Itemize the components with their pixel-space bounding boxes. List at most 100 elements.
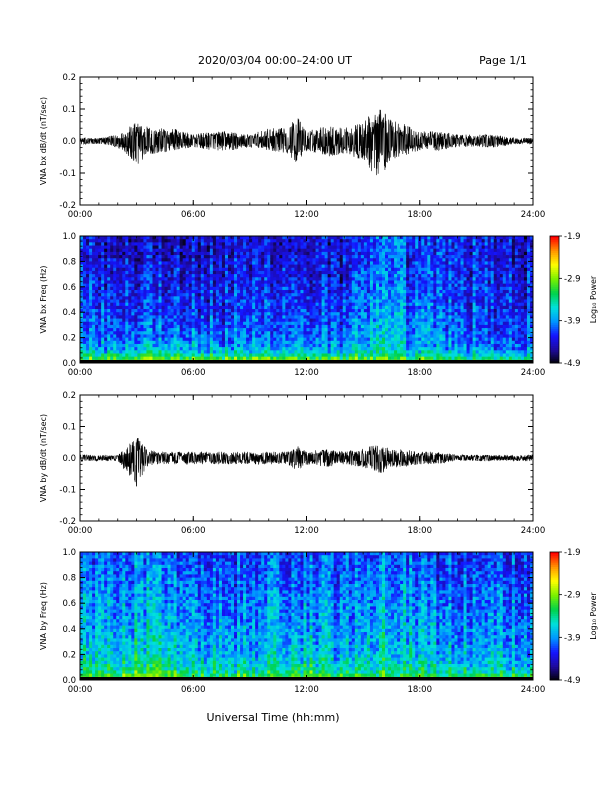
spectrogram-cell [357,236,362,240]
spectrogram-cell [234,261,238,265]
spectrogram-cell [206,334,211,338]
spectrogram-cell [98,286,102,291]
spectrogram-cell [134,299,138,304]
spectrogram-cell [164,299,168,304]
spectrogram-cell [197,302,202,307]
spectrogram-cell [430,315,434,319]
spectrogram-cell [406,261,410,265]
spectrogram-cell [243,286,247,291]
spectrogram-cell [348,318,353,323]
spectrogram-cell [227,331,232,335]
spectrogram-cell [351,318,356,323]
spectrogram-cell [406,296,410,300]
spectrogram-cell [252,350,256,354]
spectrogram-cell [321,236,326,240]
spectrogram-cell [134,302,138,307]
spectrogram-cell [270,289,274,294]
spectrogram-cell [146,248,150,253]
spectrogram-cell [125,334,129,338]
spectrogram-cell [137,280,141,285]
spectrogram-cell [424,321,428,326]
spectrogram-cell [321,251,326,256]
spectrogram-cell [231,236,235,240]
spectrogram-cell [279,309,283,313]
spectrogram-cell [158,283,162,288]
spectrogram-cell [243,239,247,243]
spectrogram-cell [403,251,407,256]
spectrogram-cell [400,296,404,300]
spectrogram-cell [363,356,368,361]
spectrogram-cell [194,309,199,313]
spectrogram-cell [439,270,443,275]
spectrogram-cell [391,293,395,297]
spectrogram-cell [119,248,123,253]
spectrogram-cell [439,267,443,272]
spectrogram-cell [415,321,419,326]
spectrogram-cell [276,267,280,272]
spectrogram-cell [394,239,398,243]
spectrogram-cell [188,251,193,256]
spectrogram-cell [203,280,208,285]
spectrogram-cell [285,270,289,275]
spectrogram-cell [267,283,271,288]
spectrogram-cell [98,321,102,326]
spectrogram-cell [170,347,175,351]
spectrogram-cell [152,277,156,281]
spectrogram-cell [206,343,211,348]
spectrogram-cell [360,328,365,332]
spectrogram-cell [173,286,178,291]
spectrogram-cell [89,258,93,262]
spectrogram-cell [191,255,196,259]
spectrogram-cell [403,315,407,319]
spectrogram-cell [231,245,235,250]
spectrogram-cell [442,343,446,348]
spectrogram-cell [366,356,371,361]
spectrogram-cell [321,337,326,342]
spectrogram-cell [116,280,120,285]
spectrogram-cell [221,274,226,278]
spectrogram-cell [369,340,374,345]
spectrogram-cell [116,293,120,297]
spectrogram-cell [255,340,259,345]
spectrogram-cell [224,334,229,338]
spectrogram-cell [348,293,353,297]
spectrogram-cell [237,286,241,291]
spectrogram-cell [231,302,235,307]
spectrogram-cell [354,277,359,281]
spectrogram-cell [303,324,307,329]
spectrogram-cell [101,267,105,272]
spectrogram-cell [158,305,162,310]
spectrogram-cell [191,347,196,351]
spectrogram-cell [300,324,304,329]
spectrogram-cell [203,299,208,304]
spectrogram-cell [285,286,289,291]
spectrogram-cell [243,264,247,269]
spectrogram-cell [101,337,105,342]
spectrogram-cell [282,255,286,259]
spectrogram-cell [161,286,165,291]
spectrogram-cell [270,340,274,345]
spectrogram-cell [209,299,214,304]
spectrogram-cell [243,350,247,354]
spectrogram-cell [80,280,84,285]
spectrogram-cell [345,350,350,354]
spectrogram-cell [442,236,446,240]
spectrogram-cell [424,283,428,288]
spectrogram-cell [421,267,425,272]
spectrogram-cell [212,296,217,300]
spectrogram-cell [273,312,277,316]
spectrogram-cell [89,353,93,358]
spectrogram-cell [95,242,99,246]
spectrogram-cell [146,324,150,329]
spectrogram-cell [312,347,316,351]
spectrogram-cell [348,264,353,269]
spectrogram-cell [203,242,208,246]
spectrogram-cell [188,264,193,269]
spectrogram-cell [107,324,111,329]
spectrogram-cell [336,239,341,243]
spectrogram-cell [291,280,295,285]
spectrogram-cell [294,331,298,335]
spectrogram-cell [125,340,129,345]
spectrogram-cell [206,270,211,275]
spectrogram-cell [327,280,332,285]
